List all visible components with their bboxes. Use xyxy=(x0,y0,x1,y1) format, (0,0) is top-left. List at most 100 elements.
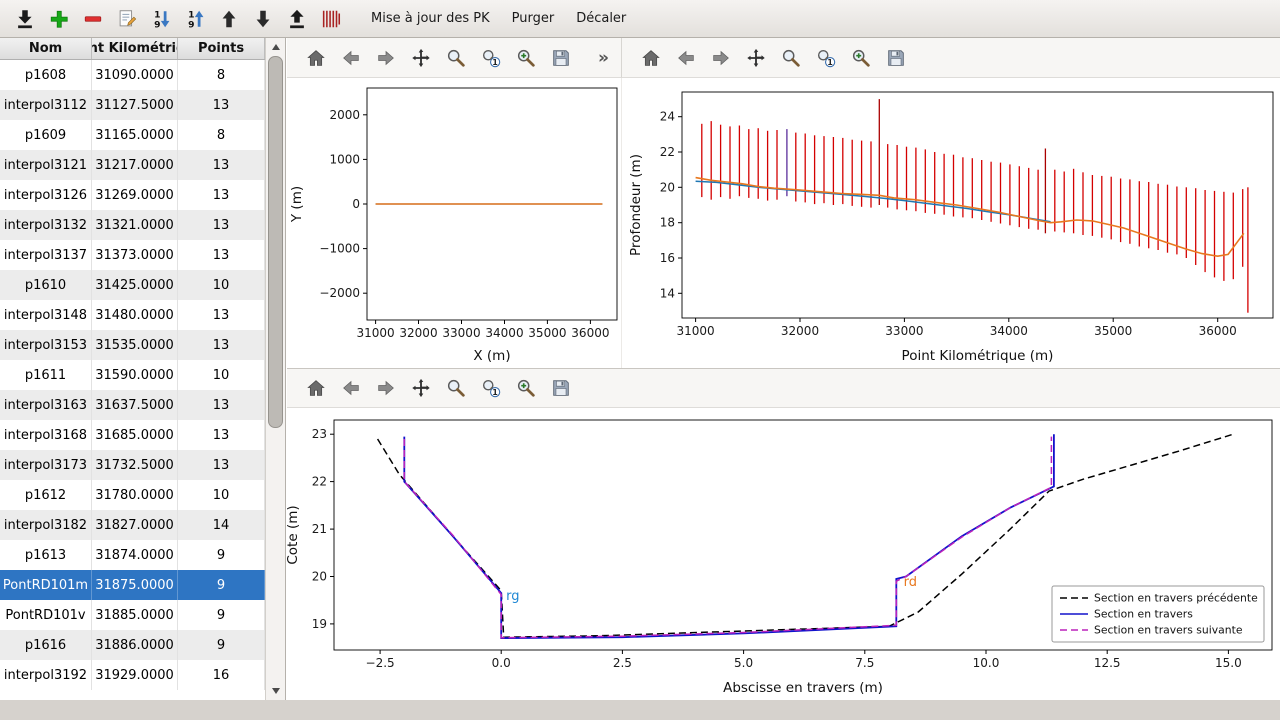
export-button[interactable] xyxy=(282,4,312,34)
scroll-up-button[interactable] xyxy=(266,39,285,55)
table-row-PontRD101m[interactable]: PontRD101m 31875.0000 9 xyxy=(0,570,265,600)
forward-icon xyxy=(713,50,729,65)
save-icon xyxy=(888,49,904,66)
cell-nom: interpol3163 xyxy=(0,390,92,420)
triangle-up-icon xyxy=(271,44,280,50)
cross-section-canvas[interactable]: −2.5 0.0 2.5 5.0 7.5 10.0 12.5 15.0 19 20 21 22 23 Ab… xyxy=(285,408,1280,700)
home-button[interactable] xyxy=(301,43,331,73)
table-row-interpol3121[interactable]: interpol3121 31217.0000 13 xyxy=(0,150,265,180)
back-button[interactable] xyxy=(671,43,701,73)
svg-text:X (m): X (m) xyxy=(473,348,510,364)
svg-text:−1000: −1000 xyxy=(319,242,360,256)
table-scrollbar[interactable] xyxy=(265,38,285,700)
move-up-button[interactable] xyxy=(214,4,244,34)
longitudinal-profile-canvas[interactable]: 31000 32000 33000 34000 35000 36000 14 16 18 20 22… xyxy=(621,78,1280,368)
zoom-in-button[interactable] xyxy=(511,43,541,73)
cell-points: 10 xyxy=(178,360,265,390)
cell-nom: interpol3148 xyxy=(0,300,92,330)
column-header-points[interactable]: Points xyxy=(178,38,265,59)
forward-button[interactable] xyxy=(706,43,736,73)
pan-button[interactable] xyxy=(406,373,436,403)
edit-section-button[interactable] xyxy=(112,4,142,34)
cross-sections-button[interactable] xyxy=(316,4,346,34)
table-row-interpol3153[interactable]: interpol3153 31535.0000 13 xyxy=(0,330,265,360)
back-button[interactable] xyxy=(336,43,366,73)
zoom-original-button[interactable]: 1 xyxy=(811,43,841,73)
table-row-p1612[interactable]: p1612 31780.0000 10 xyxy=(0,480,265,510)
table-row-interpol3168[interactable]: interpol3168 31685.0000 13 xyxy=(0,420,265,450)
back-button[interactable] xyxy=(336,373,366,403)
table-row-p1611[interactable]: p1611 31590.0000 10 xyxy=(0,360,265,390)
zoom-in-button[interactable] xyxy=(511,373,541,403)
zoom-original-button[interactable]: 1 xyxy=(476,373,506,403)
table-row-p1609[interactable]: p1609 31165.0000 8 xyxy=(0,120,265,150)
scrollbar-thumb[interactable] xyxy=(268,56,283,428)
table-row-interpol3182[interactable]: interpol3182 31827.0000 14 xyxy=(0,510,265,540)
zoom-button[interactable] xyxy=(776,43,806,73)
pan-button[interactable] xyxy=(741,43,771,73)
toolbar-overflow-button[interactable]: » xyxy=(594,48,613,68)
table-row-interpol3137[interactable]: interpol3137 31373.0000 13 xyxy=(0,240,265,270)
sections-icon xyxy=(322,10,341,27)
column-header-pk[interactable]: Point Kilométrique xyxy=(92,38,178,59)
import-button[interactable] xyxy=(10,4,40,34)
pan-button[interactable] xyxy=(406,43,436,73)
cell-nom: interpol3153 xyxy=(0,330,92,360)
remove-section-button[interactable] xyxy=(78,4,108,34)
table-row-interpol3163[interactable]: interpol3163 31637.5000 13 xyxy=(0,390,265,420)
svg-text:0: 0 xyxy=(352,197,360,211)
table-row-interpol3173[interactable]: interpol3173 31732.5000 13 xyxy=(0,450,265,480)
menu-decaler[interactable]: Décaler xyxy=(567,4,635,33)
zoom-original-button[interactable]: 1 xyxy=(476,43,506,73)
svg-text:33000: 33000 xyxy=(885,324,923,338)
cell-nom: interpol3126 xyxy=(0,180,92,210)
column-header-nom[interactable]: Nom xyxy=(0,38,92,59)
plan-view-canvas[interactable]: 31000 32000 33000 34000 35000 36000 −2000 −1000… xyxy=(287,78,621,368)
sections-table: p1608 31090.0000 8 interpol3112 31127.5000 13… xyxy=(0,60,265,690)
svg-text:7.5: 7.5 xyxy=(855,656,874,670)
table-row-p1616[interactable]: p1616 31886.0000 9 xyxy=(0,630,265,660)
back-icon xyxy=(343,380,359,396)
svg-text:2.5: 2.5 xyxy=(613,656,632,670)
svg-text:1000: 1000 xyxy=(329,152,360,166)
cell-points: 13 xyxy=(178,300,265,330)
svg-text:rd: rd xyxy=(904,575,917,590)
move-down-button[interactable] xyxy=(248,4,278,34)
save-button[interactable] xyxy=(546,373,576,403)
zoom-button[interactable] xyxy=(441,373,471,403)
table-row-interpol3148[interactable]: interpol3148 31480.0000 13 xyxy=(0,300,265,330)
table-row-interpol3126[interactable]: interpol3126 31269.0000 13 xyxy=(0,180,265,210)
zoom-in-button[interactable] xyxy=(846,43,876,73)
table-row-interpol3192[interactable]: interpol3192 31929.0000 16 xyxy=(0,660,265,690)
cell-points: 9 xyxy=(178,600,265,630)
svg-text:34000: 34000 xyxy=(990,324,1028,338)
save-button[interactable] xyxy=(881,43,911,73)
menu-mise-a-jour-pk[interactable]: Mise à jour des PK xyxy=(362,4,499,33)
cell-points: 13 xyxy=(178,180,265,210)
forward-button[interactable] xyxy=(371,43,401,73)
table-row-p1613[interactable]: p1613 31874.0000 9 xyxy=(0,540,265,570)
table-row-p1610[interactable]: p1610 31425.0000 10 xyxy=(0,270,265,300)
home-button[interactable] xyxy=(636,43,666,73)
add-section-button[interactable] xyxy=(44,4,74,34)
menu-purger[interactable]: Purger xyxy=(503,4,564,33)
forward-button[interactable] xyxy=(371,373,401,403)
zoom-icon xyxy=(447,49,465,67)
table-row-p1608[interactable]: p1608 31090.0000 8 xyxy=(0,60,265,90)
home-button[interactable] xyxy=(301,373,331,403)
cell-pk: 31685.0000 xyxy=(92,420,178,450)
zoom-button[interactable] xyxy=(441,43,471,73)
home-icon xyxy=(307,380,325,396)
cell-points: 9 xyxy=(178,540,265,570)
scroll-down-button[interactable] xyxy=(266,683,285,699)
forward-icon xyxy=(378,50,394,65)
table-row-PontRD101v[interactable]: PontRD101v 31885.0000 9 xyxy=(0,600,265,630)
table-row-interpol3132[interactable]: interpol3132 31321.0000 13 xyxy=(0,210,265,240)
svg-text:15.0: 15.0 xyxy=(1215,656,1242,670)
save-button[interactable] xyxy=(546,43,576,73)
svg-text:23: 23 xyxy=(312,427,327,441)
table-row-interpol3112[interactable]: interpol3112 31127.5000 13 xyxy=(0,90,265,120)
